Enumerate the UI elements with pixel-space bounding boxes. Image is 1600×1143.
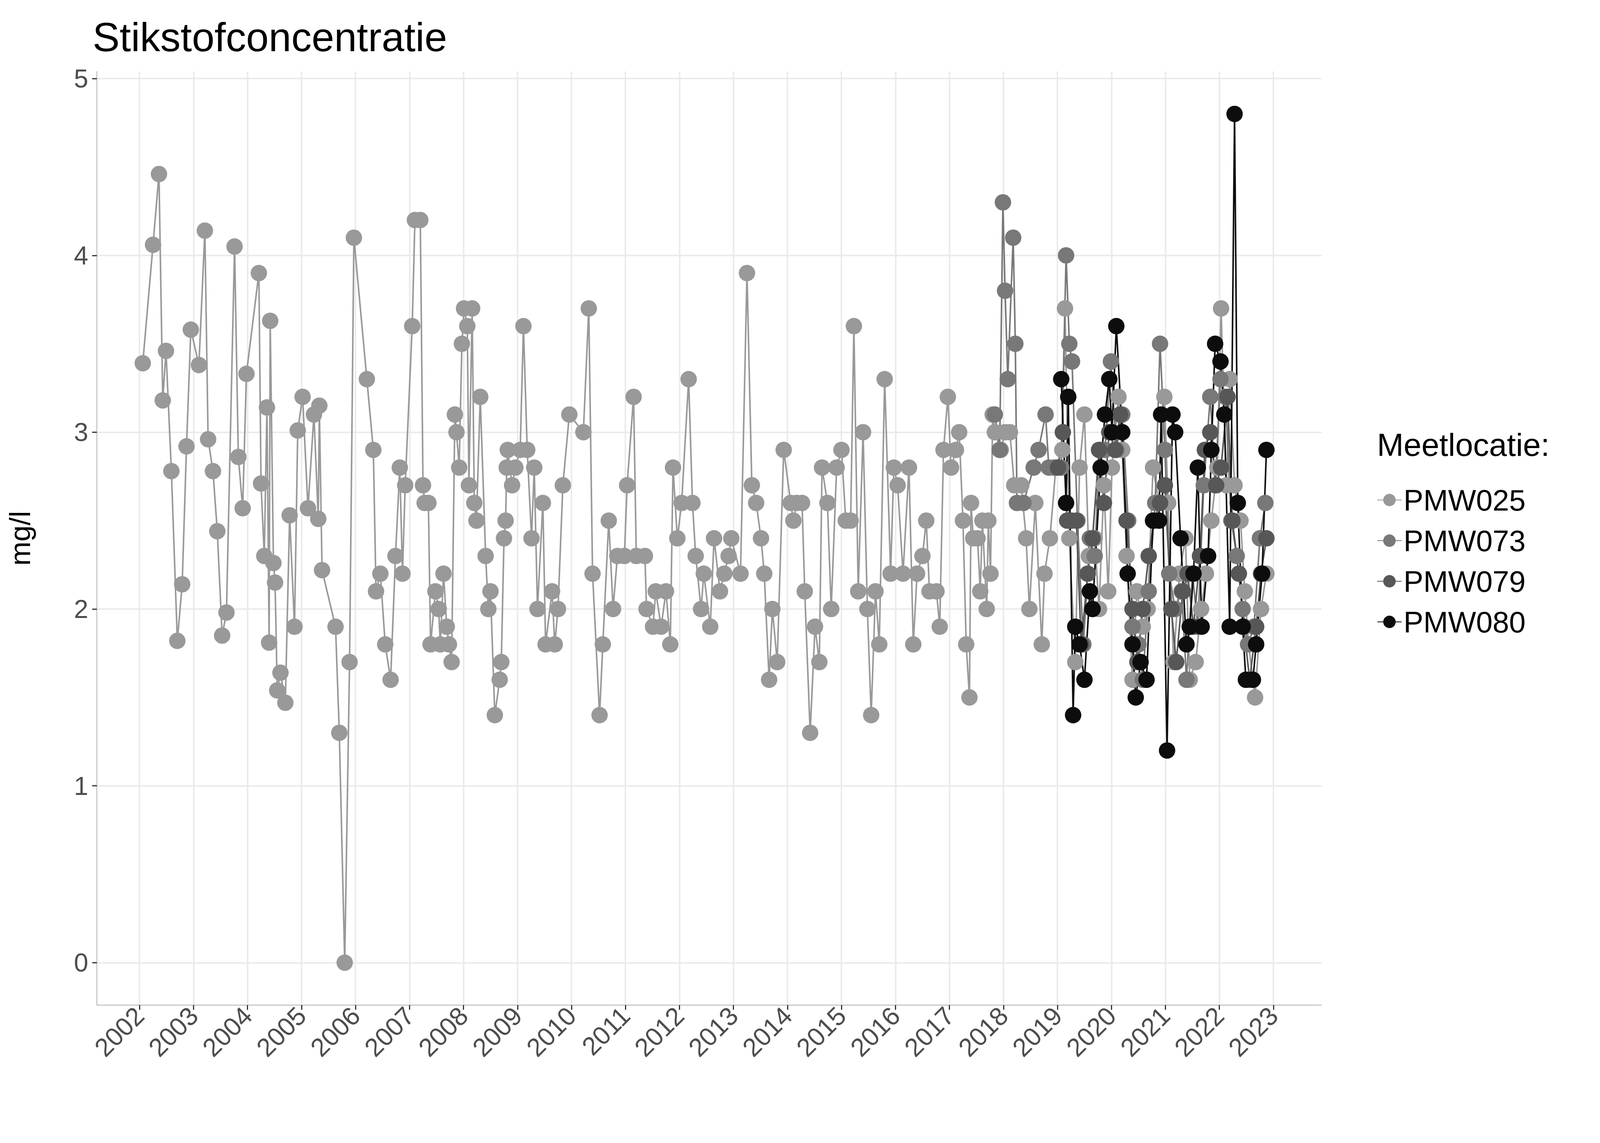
- svg-text:mg/l: mg/l: [3, 510, 37, 566]
- svg-text:4: 4: [73, 241, 89, 270]
- svg-text:0: 0: [73, 948, 89, 977]
- svg-text:2019: 2019: [1006, 1001, 1068, 1063]
- svg-text:2003: 2003: [142, 1001, 204, 1063]
- svg-text:2013: 2013: [682, 1001, 744, 1063]
- svg-text:2018: 2018: [952, 1001, 1014, 1063]
- svg-text:2011: 2011: [576, 1001, 636, 1061]
- svg-text:Meetlocatie:: Meetlocatie:: [1376, 426, 1550, 463]
- svg-text:2017: 2017: [898, 1001, 960, 1063]
- svg-text:2007: 2007: [358, 1001, 420, 1063]
- svg-text:PMW080: PMW080: [1403, 605, 1526, 639]
- svg-text:2014: 2014: [736, 1001, 798, 1063]
- svg-text:2020: 2020: [1060, 1001, 1122, 1063]
- svg-text:PMW025: PMW025: [1403, 483, 1526, 517]
- svg-text:2016: 2016: [844, 1001, 906, 1063]
- svg-text:2023: 2023: [1222, 1001, 1284, 1063]
- svg-text:5: 5: [73, 64, 89, 93]
- svg-text:2009: 2009: [466, 1001, 528, 1063]
- svg-text:2: 2: [73, 594, 89, 624]
- svg-text:2022: 2022: [1168, 1001, 1230, 1063]
- svg-text:3: 3: [73, 417, 89, 447]
- svg-text:2006: 2006: [304, 1001, 366, 1063]
- svg-text:2015: 2015: [790, 1001, 852, 1063]
- svg-text:1: 1: [73, 771, 89, 801]
- svg-text:2021: 2021: [1114, 1001, 1176, 1063]
- svg-text:2002: 2002: [88, 1001, 150, 1063]
- svg-text:2008: 2008: [412, 1001, 474, 1063]
- svg-text:Stikstofconcentratie: Stikstofconcentratie: [92, 14, 448, 60]
- svg-text:2004: 2004: [196, 1001, 258, 1063]
- svg-text:2010: 2010: [520, 1001, 582, 1063]
- svg-text:PMW079: PMW079: [1403, 564, 1526, 599]
- svg-text:PMW073: PMW073: [1403, 524, 1526, 558]
- svg-text:2012: 2012: [628, 1001, 690, 1063]
- svg-text:2005: 2005: [250, 1001, 312, 1063]
